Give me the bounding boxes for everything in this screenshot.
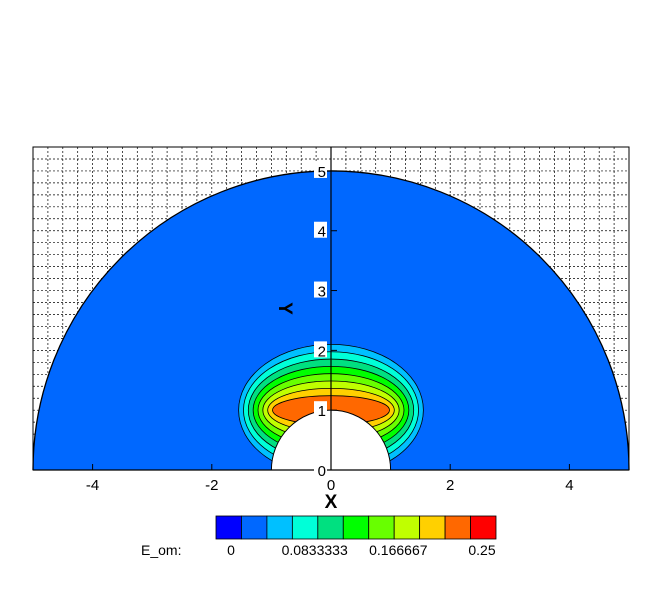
y-tick-label-bg (314, 461, 327, 477)
x-tick-label: 0 (327, 477, 335, 494)
tick-labels: -4 -2 0 2 4 0 1 2 3 4 5 (86, 161, 574, 494)
x-tick-label: -4 (86, 477, 99, 494)
y-tick-label: 3 (318, 284, 326, 301)
legend-swatch (470, 515, 497, 540)
legend-level-label: 0 (227, 542, 235, 558)
clip-strip (33, 470, 629, 510)
y-tick-label: 0 (318, 463, 326, 480)
legend-swatch (317, 515, 344, 540)
legend-swatch (342, 515, 370, 540)
x-tick-label: 2 (446, 477, 454, 494)
x-tick-label: -2 (205, 477, 218, 494)
domain-fill (32, 170, 630, 510)
y-tick-label: 4 (318, 224, 326, 241)
legend-swatch (241, 515, 268, 540)
legend-swatch (368, 515, 395, 540)
x-axis-title: X (325, 492, 338, 513)
legend-variable-label: E_om: (141, 542, 181, 558)
legend-swatch (444, 515, 471, 540)
y-tick-label-bg (314, 221, 327, 238)
y-tick-label-bg (314, 341, 327, 358)
y-axis-title: Y (274, 302, 295, 315)
y-tick-label-bg (314, 401, 327, 418)
legend-level-label: 0.25 (468, 542, 495, 558)
x-tick-label: 4 (565, 477, 573, 494)
legend-level-label: 0.166667 (369, 542, 428, 558)
legend-swatch (266, 515, 293, 540)
y-tick-label-bg (314, 281, 327, 298)
legend-swatch (393, 515, 421, 540)
color-legend: 0 0.0833333 0.166667 0.25 (215, 515, 497, 558)
y-tick-label: 2 (318, 343, 326, 360)
legend-swatch (419, 515, 446, 540)
legend-level-label: 0.0833333 (282, 542, 348, 558)
y-tick-label: 5 (318, 164, 326, 181)
y-tick-label-bg (314, 161, 327, 178)
legend-swatch (215, 515, 242, 540)
legend-swatch (291, 515, 319, 540)
y-tick-label: 1 (318, 403, 326, 420)
